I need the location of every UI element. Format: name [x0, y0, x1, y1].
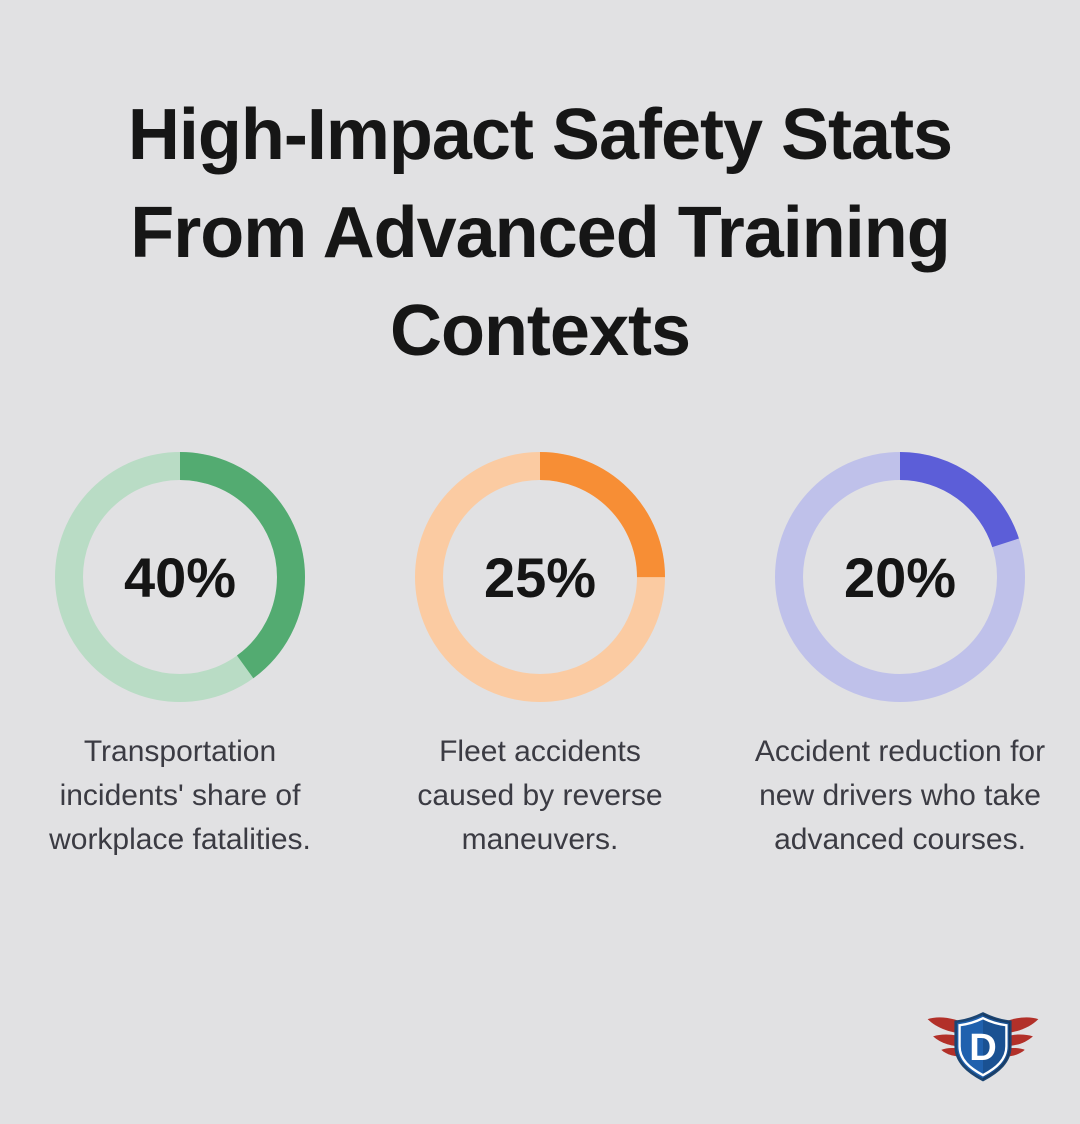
donut-chart-40-percent: 40% — [55, 452, 305, 702]
shield-icon — [954, 1011, 1012, 1082]
stat-card-accident-reduction: 20% Accident reduction for new drivers w… — [720, 452, 1080, 862]
shield-wings-logo-icon: D — [927, 1011, 1039, 1082]
title-line-1: High-Impact Safety Stats — [127, 95, 953, 175]
donut-ring — [775, 452, 1025, 702]
stat-caption: Transportation incidents' share of workp… — [49, 735, 311, 856]
donut-chart-25-percent: 25% — [415, 452, 665, 702]
percent-value: 20% — [843, 545, 957, 609]
stat-caption: Fleet accidents caused by reverse maneuv… — [417, 735, 663, 856]
stat-caption: Accident reduction for new drivers who t… — [754, 735, 1046, 856]
logo-letter: D — [969, 1027, 997, 1069]
title-line-2: From Advanced Training — [130, 193, 950, 273]
stat-card-fleet-accidents: 25% Fleet accidents caused by reverse ma… — [360, 452, 720, 862]
percent-value: 40% — [123, 545, 237, 609]
stat-card-transportation: 40% Transportation incidents' share of w… — [0, 452, 360, 862]
donut-ring — [55, 452, 305, 702]
brand-logo: D — [924, 1010, 1042, 1086]
title-line-3: Contexts — [389, 291, 691, 371]
donut-chart-20-percent: 20% — [775, 452, 1025, 702]
page-title: High-Impact Safety Stats From Advanced T… — [0, 0, 1080, 380]
donut-ring — [415, 452, 665, 702]
percent-value: 25% — [483, 545, 597, 609]
stats-row: 40% Transportation incidents' share of w… — [0, 452, 1080, 862]
shield-inner-ring — [958, 1016, 1008, 1077]
